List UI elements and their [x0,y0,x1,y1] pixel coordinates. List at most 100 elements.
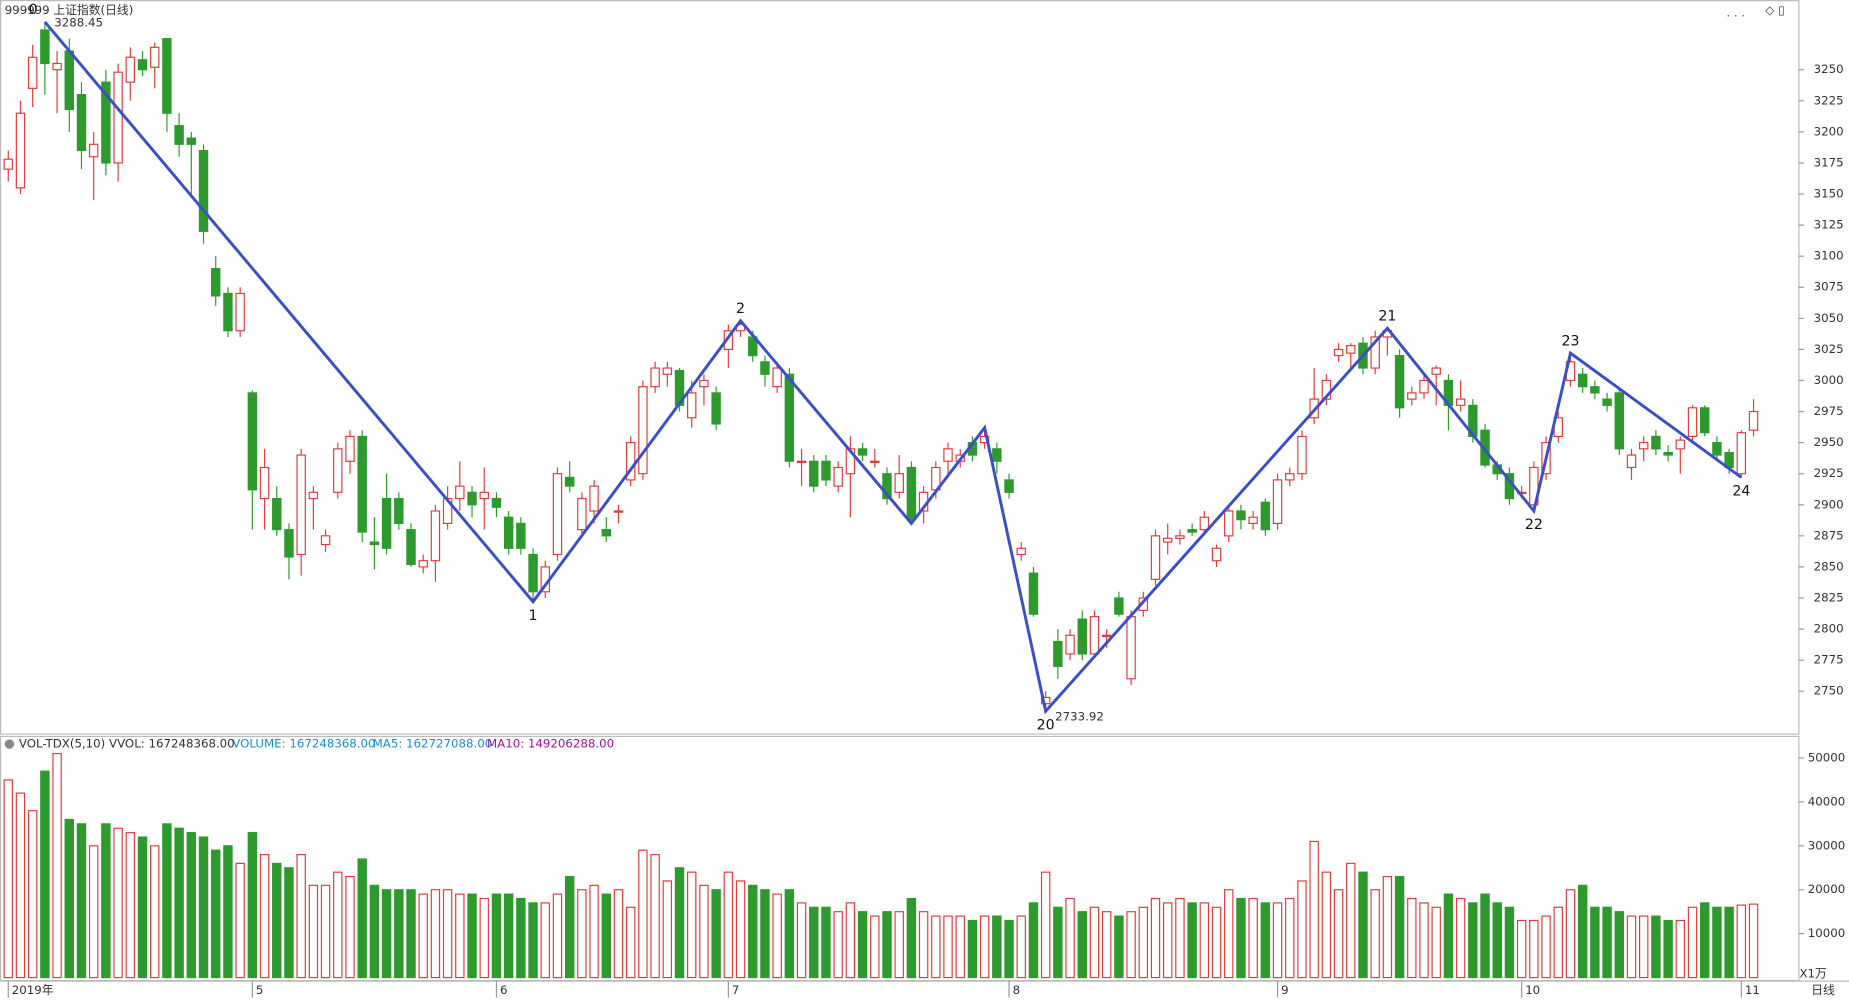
volume-bar [320,884,331,979]
vol-y-tick-label: 50000 [1808,750,1845,764]
candle-body [1199,516,1210,531]
volume-bar [577,889,587,979]
candle-body [699,379,709,388]
candle-body [833,466,843,487]
candle-body [149,46,160,68]
candle-body [1700,407,1710,434]
y-tick-label: 2900 [1814,497,1844,511]
candle-body [1577,373,1588,388]
candle-body [1638,442,1649,450]
volume-bar [1199,902,1210,979]
icon-diamond[interactable]: ◇ ▯ [1765,3,1784,17]
volume-bar [467,893,477,979]
volume-bar [1224,889,1234,979]
candle-body [113,71,123,164]
zigzag-label: 22 [1525,517,1543,533]
candle-body [979,435,990,444]
volume-bar [1748,903,1759,979]
volume-bar [1138,906,1149,979]
candle-body [186,137,197,145]
y-tick-label: 3075 [1814,280,1844,294]
volume-bar [784,889,795,979]
volume-bar [308,884,319,979]
candle-body [1028,572,1039,615]
y-tick-label: 3100 [1814,249,1844,263]
candle-body [296,454,306,556]
volume-bar [1272,902,1283,979]
price-panel-frame [0,0,1800,735]
volume-bar [149,845,160,979]
candle-body [1285,473,1295,481]
volume-bar [1516,919,1527,979]
volume-bar [1236,897,1246,979]
candle-body [516,522,526,549]
candle-body [1126,616,1136,680]
volume-bar [650,854,660,979]
candle-body [52,62,62,71]
candle-body [528,553,538,593]
volume-bar [601,893,612,979]
volume-bar [333,871,343,979]
y-tick-label: 3200 [1814,124,1844,138]
vol-ma10: MA10: 149206288.00 [487,737,614,751]
candle-body [406,529,416,566]
volume-bar [1431,906,1441,979]
volume-bar [1480,893,1490,979]
volume-bar [1297,880,1307,979]
y-tick-label: 3125 [1814,218,1844,232]
volume-bar [528,902,538,979]
volume-bar [296,854,306,979]
volume-bar [918,911,929,979]
zigzag-label: 20 [1037,717,1055,733]
volume-bar [1541,915,1551,979]
vol-ma5: MA5: 162727088.00 [373,737,493,751]
volume-bar [1028,902,1039,979]
extreme-label: 3288.45 [54,16,103,30]
volume-bar [1211,906,1222,979]
volume-bar [564,875,575,979]
volume-bar [1663,919,1673,979]
volume-bar [1712,906,1722,979]
candle-body [491,497,502,508]
volume-bar [589,884,599,979]
candle-body [1626,454,1637,469]
volume-bar [113,827,123,979]
volume-bar [1248,897,1258,979]
volume-bar [1065,897,1075,979]
candle-body [882,473,892,500]
volume-bar [1016,915,1026,979]
candle-body [809,460,819,487]
volume-bar [162,823,172,979]
zigzag-label: 0 [29,2,38,18]
candle-body [503,516,514,549]
candle-body [1211,547,1222,562]
panel-toggle[interactable] [4,739,15,749]
x-tick-label: 10 [1525,983,1540,997]
candle-body [345,435,355,462]
candle-body [223,292,233,332]
candle-body [638,386,648,475]
zigzag-label: 23 [1561,333,1579,349]
candle-body [821,460,831,481]
candle-body [430,510,441,562]
candle-body [662,367,673,375]
volume-bar [369,884,380,979]
zigzag-label: 1 [529,608,538,624]
volume-bar [662,880,673,979]
candle-body [467,491,477,506]
volume-bar [503,893,514,979]
volume-bar [845,902,856,979]
candle-body [784,373,795,462]
candle-body [1480,429,1490,466]
volume-bar [211,849,221,979]
volume-bar [1358,871,1368,979]
volume-bar [540,902,550,979]
zigzag-line [43,20,1743,715]
candle-body [1224,510,1234,537]
y-tick-label: 2975 [1814,404,1844,418]
volume-bar [479,897,489,979]
candle-body [333,448,343,493]
volume-bar [272,862,282,979]
volume-bar [1638,915,1649,979]
